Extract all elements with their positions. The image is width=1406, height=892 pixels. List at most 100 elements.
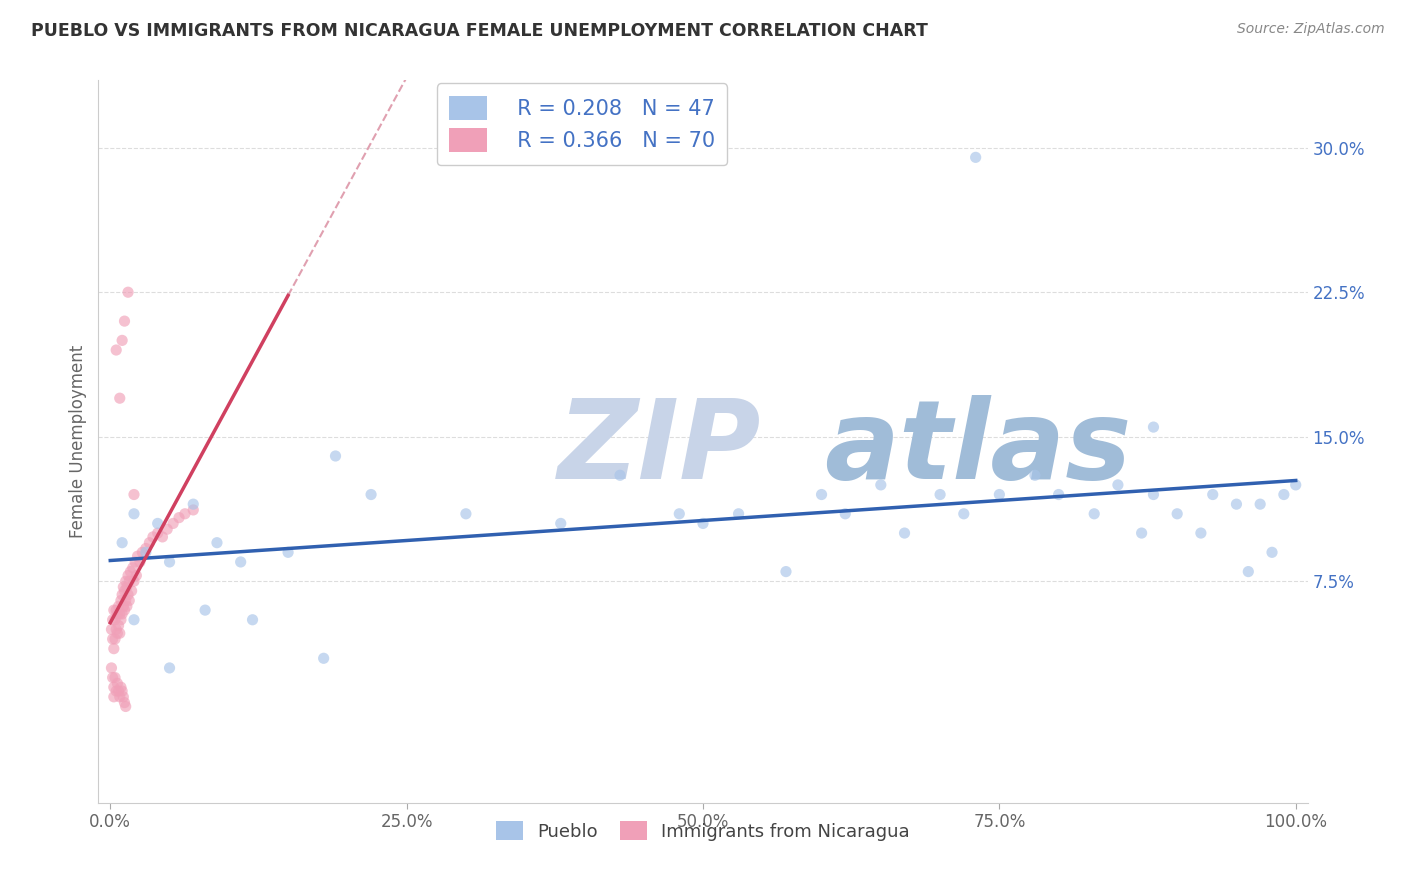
Point [108,607,131,621]
Point [122,487,145,501]
Point [104,671,127,685]
Point [609,468,631,483]
Point [229,555,252,569]
Point [111,607,134,621]
Point [156,522,179,536]
Point [194,603,217,617]
Point [360,487,382,501]
Point [122,613,145,627]
Point [118,574,141,589]
Text: atlas: atlas [824,395,1132,502]
Point [114,699,136,714]
Point [1024,468,1046,483]
Point [103,603,125,617]
Point [111,684,134,698]
Point [692,516,714,531]
Point [125,568,148,582]
Point [1189,526,1212,541]
Point [929,487,952,501]
Point [114,574,136,589]
Point [146,516,169,531]
Point [105,676,128,690]
Point [325,449,347,463]
Point [107,599,129,614]
Point [107,684,129,698]
Point [105,684,128,698]
Point [668,507,690,521]
Point [1261,545,1284,559]
Point [146,526,169,541]
Point [1166,507,1188,521]
Point [277,545,299,559]
Point [118,593,141,607]
Point [122,574,145,589]
Point [108,626,131,640]
Point [115,599,138,614]
Point [834,507,856,521]
Point [152,530,174,544]
Point [174,507,197,521]
Point [869,478,891,492]
Point [129,555,152,569]
Point [112,690,135,704]
Point [159,661,181,675]
Point [454,507,477,521]
Point [1272,487,1295,501]
Point [135,545,157,559]
Point [1202,487,1225,501]
Point [181,503,204,517]
Point [138,535,160,549]
Point [167,510,190,524]
Legend: Pueblo, Immigrants from Nicaragua: Pueblo, Immigrants from Nicaragua [489,814,917,848]
Point [111,334,134,348]
Point [181,497,204,511]
Point [121,560,143,574]
Point [107,618,129,632]
Point [1285,478,1308,492]
Point [110,680,132,694]
Point [114,314,136,328]
Point [110,593,132,607]
Point [105,607,128,621]
Point [952,507,974,521]
Point [727,507,749,521]
Point [135,541,157,556]
Point [110,613,132,627]
Point [965,150,987,164]
Point [105,626,128,640]
Point [111,588,134,602]
Point [1237,565,1260,579]
Point [142,530,165,544]
Point [1142,420,1164,434]
Point [101,671,124,685]
Point [105,343,128,357]
Point [1225,497,1247,511]
Point [988,487,1011,501]
Point [100,661,122,675]
Point [117,568,139,582]
Point [117,285,139,300]
Point [121,583,143,598]
Point [104,632,127,646]
Point [1083,507,1105,521]
Point [114,593,136,607]
Point [114,583,136,598]
Point [111,535,134,549]
Point [127,549,149,564]
Point [775,565,797,579]
Point [124,555,146,569]
Point [1249,497,1271,511]
Point [162,516,184,531]
Point [810,487,832,501]
Point [131,545,153,559]
Point [105,623,128,637]
Point [100,623,122,637]
Point [108,690,131,704]
Point [112,580,135,594]
Point [103,641,125,656]
Point [205,535,228,549]
Point [159,555,181,569]
Point [104,613,127,627]
Text: Source: ZipAtlas.com: Source: ZipAtlas.com [1237,22,1385,37]
Point [112,599,135,614]
